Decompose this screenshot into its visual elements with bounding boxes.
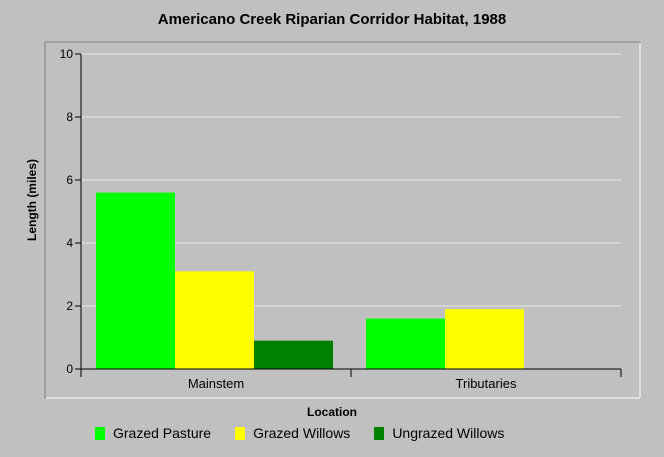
legend-item-grazed-willows: Grazed Willows	[235, 425, 350, 441]
y-tick-label: 0	[66, 362, 73, 376]
legend-swatch	[235, 426, 246, 440]
legend: Grazed Pasture Grazed Willows Ungrazed W…	[95, 424, 528, 442]
legend-label: Grazed Pasture	[113, 425, 212, 441]
x-axis-label: Location	[307, 405, 357, 419]
legend-item-grazed-pasture: Grazed Pasture	[95, 425, 211, 441]
y-tick-label: 2	[66, 299, 73, 313]
bar	[254, 340, 333, 369]
y-tick-label: 10	[60, 47, 74, 61]
chart-title: Americano Creek Riparian Corridor Habita…	[157, 11, 507, 28]
y-tick-label: 6	[66, 173, 73, 187]
legend-label: Grazed Willows	[253, 425, 351, 441]
bar	[175, 271, 254, 369]
legend-label: Ungrazed Willows	[392, 425, 505, 441]
x-tick-label: Mainstem	[188, 376, 244, 391]
x-tick-label: Tributaries	[456, 376, 517, 391]
legend-swatch	[95, 426, 105, 440]
y-tick-label: 4	[66, 236, 73, 250]
legend-item-ungrazed-willows: Ungrazed Willows	[374, 425, 504, 441]
bar	[96, 192, 175, 369]
y-tick-label: 8	[66, 110, 73, 124]
bar	[366, 318, 445, 369]
bar	[445, 309, 524, 369]
legend-swatch	[374, 426, 385, 440]
